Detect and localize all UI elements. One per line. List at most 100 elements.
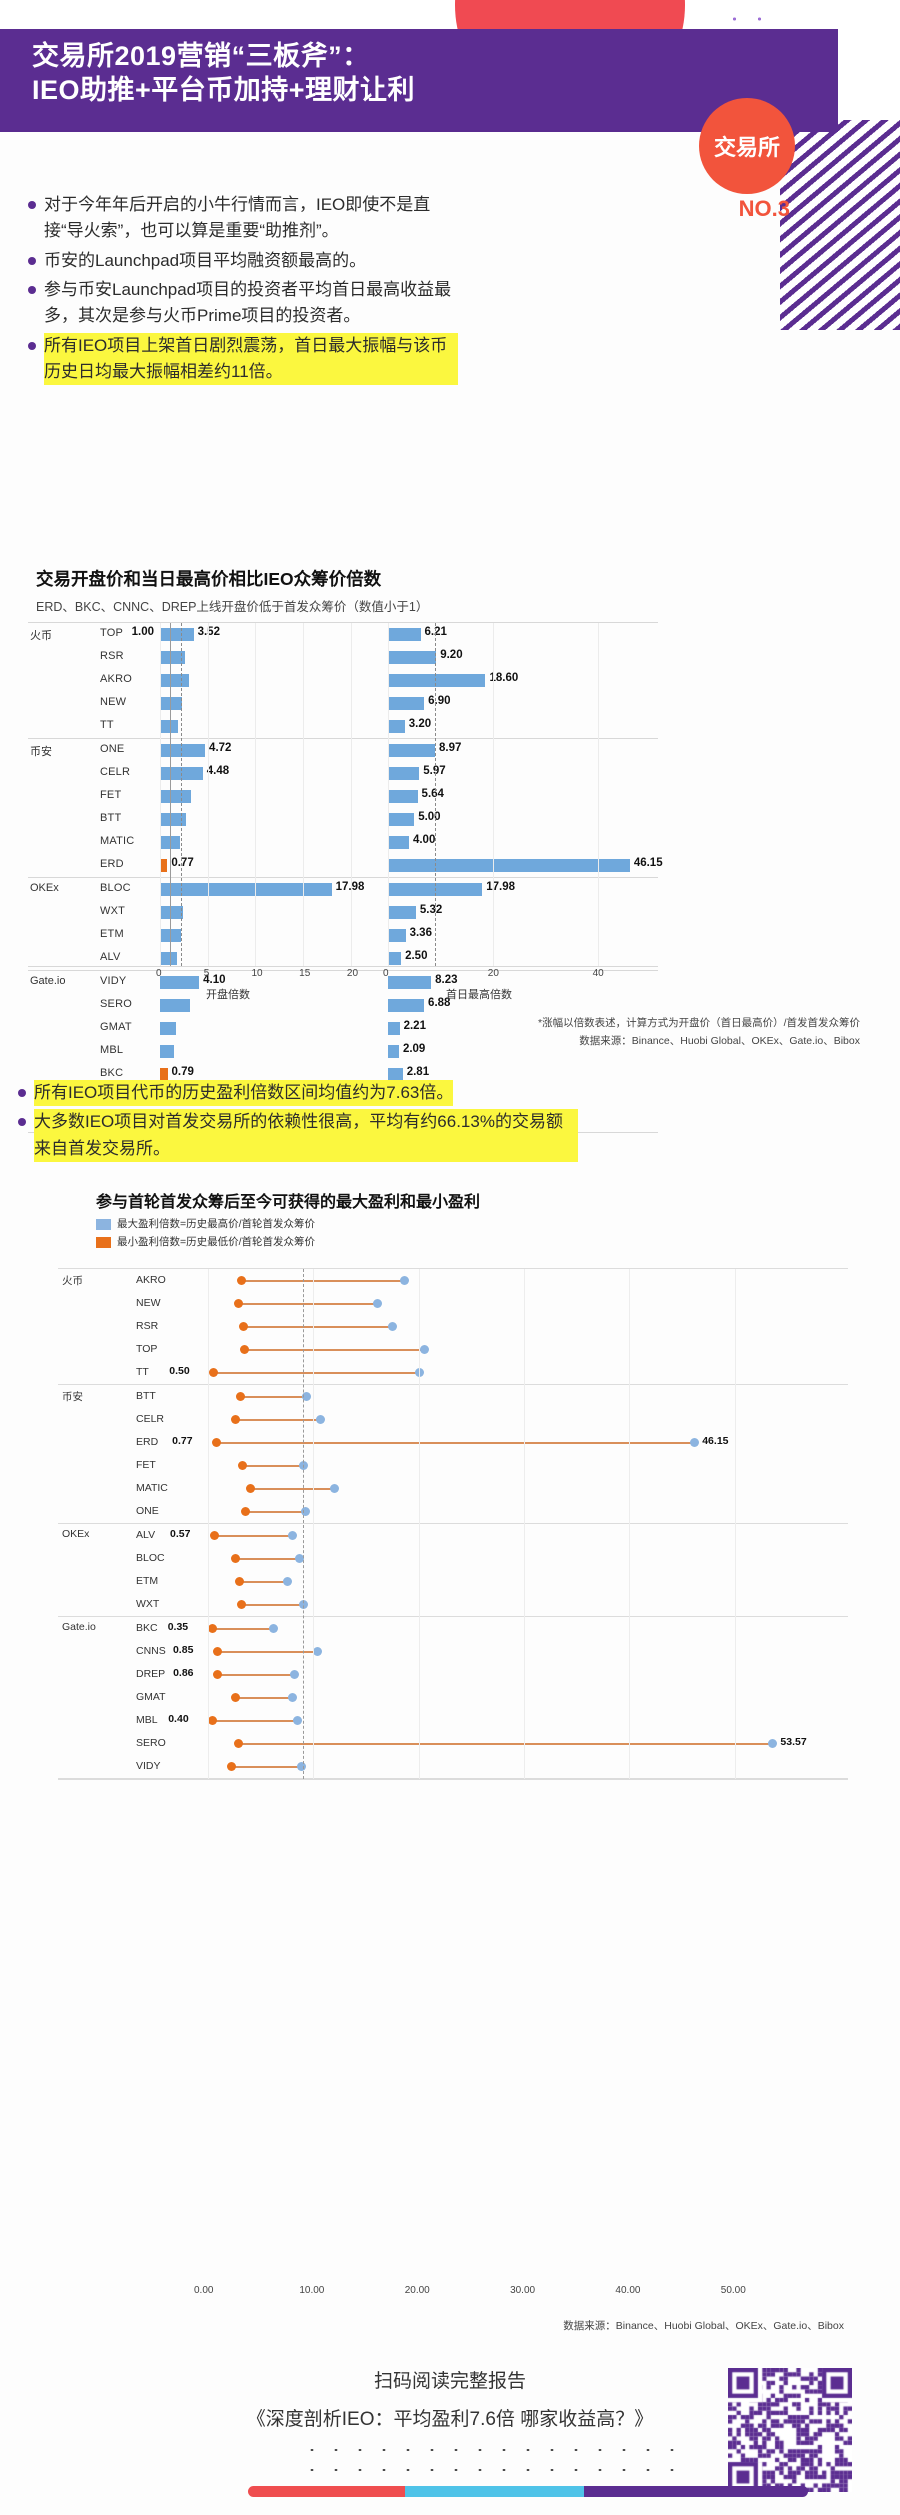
chart2-max-dot xyxy=(330,1484,340,1493)
chart1-high-panel: 2.21 xyxy=(388,1017,658,1040)
chart2-min-dot xyxy=(231,1554,241,1563)
chart2-max-dot xyxy=(301,1392,311,1401)
chart2-min-dot xyxy=(246,1484,256,1493)
chart2-row: FET xyxy=(58,1454,848,1477)
chart1-open-bar xyxy=(160,744,206,757)
chart2-range-line xyxy=(217,1674,295,1676)
chart1-high-value: 46.15 xyxy=(633,857,663,869)
chart1-row: WXT 5.32 xyxy=(28,901,658,924)
chart2-min-value: 0.57 xyxy=(170,1528,191,1540)
chart2-min-dot xyxy=(210,1531,219,1540)
chart1-symbol-label: MATIC xyxy=(100,835,135,847)
chart2-range-line xyxy=(250,1488,335,1490)
chart1-symbol-label: ERD xyxy=(100,858,124,870)
bullet-item: 参与币安Launchpad项目的投资者平均首日最高收益最多，其次是参与火币Pri… xyxy=(28,277,458,330)
chart2-min-dot xyxy=(227,1762,237,1771)
chart1-open-bar xyxy=(160,697,182,710)
chart2-row: ETM xyxy=(58,1570,848,1593)
chart2-range-line xyxy=(235,1697,293,1699)
chart2-symbol-label: BKC xyxy=(136,1622,158,1634)
chart1-high-value: 8.23 xyxy=(435,974,458,986)
chart2-max-dot xyxy=(419,1345,429,1354)
chart1-xtick-left: 5 xyxy=(203,968,210,979)
chart1-high-value: 2.81 xyxy=(406,1066,430,1078)
chart2-exchange-label: OKEx xyxy=(62,1528,90,1540)
chart1-row: NEW 6.90 xyxy=(28,692,658,715)
chart1-open-value: 4.10 xyxy=(203,974,226,986)
chart1-symbol-label: CELR xyxy=(100,766,131,778)
chart1-high-bar xyxy=(388,859,630,872)
chart1-symbol-label: NEW xyxy=(100,696,127,708)
chart1-open-value: 4.72 xyxy=(209,742,232,754)
chart1-open-panel xyxy=(160,808,380,831)
chart2-min-dot xyxy=(240,1507,250,1516)
chart2-max-dot xyxy=(388,1322,398,1331)
chart1-gridline xyxy=(255,623,257,966)
chart1-high-panel: 3.36 xyxy=(388,924,658,947)
chart2-row: MBL 0.40 xyxy=(58,1709,848,1732)
chart1-xtick-left: 15 xyxy=(299,968,311,979)
chart1-high-panel: 6.21 xyxy=(388,623,658,646)
chart2-min-dot xyxy=(238,1322,248,1331)
chart1-exchange-group: OKEx BLOC 17.98 17.98 WXT 5.32 ETM 3.36 ALV 2.50 xyxy=(28,878,658,971)
chart2-reference-line xyxy=(302,1269,304,1779)
chart1-baseline xyxy=(169,623,171,966)
chart1-open-panel xyxy=(160,1040,380,1063)
chart2-symbol-label: RSR xyxy=(136,1320,159,1332)
chart1-high-bar xyxy=(388,976,432,989)
bullet-text: 对于今年年后开启的小牛行情而言，IEO即使不是直接“导火索”，也可以算是重要“助… xyxy=(44,195,431,241)
chart2-min-dot xyxy=(235,1392,245,1401)
chart1-subtitle: ERD、BKC、CNNC、DREP上线开盘价低于首发众筹价（数值小于1） xyxy=(36,600,429,614)
bullet-item: 币安的Launchpad项目平均融资额最高的。 xyxy=(28,248,458,274)
chart1-symbol-label: BLOC xyxy=(100,882,131,894)
page-title-line1: 交易所2019营销“三板斧”： xyxy=(32,41,370,71)
chart1-open-bar xyxy=(160,651,185,664)
chart1-xlabel-right: 首日最高倍数 xyxy=(446,989,512,1001)
chart1-symbol-label: RSR xyxy=(100,650,124,662)
chart1-high-value: 17.98 xyxy=(486,881,515,893)
chart1-open-panel xyxy=(160,947,380,970)
chart1-high-panel: 46.15 xyxy=(388,854,663,877)
qr-code[interactable] xyxy=(728,2368,852,2492)
chart2-max-dot xyxy=(690,1438,700,1447)
chart2-max-dot xyxy=(768,1739,778,1748)
chart2-exchange-group: 火币 AKRO NEW RSR TOP TT 0.50 xyxy=(58,1269,848,1385)
chart1-open-panel xyxy=(160,715,380,738)
page-title-line2: IEO助推+平台币加持+理财让利 xyxy=(32,75,416,106)
chart2-title: 参与首轮首发众筹后至今可获得的最大盈利和最小盈利 xyxy=(96,1194,481,1211)
chart2-row-plot: 0.57 xyxy=(170,1524,848,1547)
chart2-max-dot xyxy=(296,1762,306,1771)
chart1-symbol-label: GMAT xyxy=(100,1021,132,1033)
chart1-exchange-label: Gate.io xyxy=(30,975,66,987)
chart1-row: TOP 1.00 3.52 6.21 xyxy=(28,623,658,646)
chart1-open-panel xyxy=(160,1017,380,1040)
chart2-footnote: 数据来源：Binance、Huobi Global、OKEx、Gate.io、B… xyxy=(563,2320,844,2332)
chart1-xtick-right: 20 xyxy=(487,968,499,979)
chart1-plot: 火币 TOP 1.00 3.52 6.21 RSR 9.20 AKRO 18.60 NEW 6.90… xyxy=(28,622,663,1133)
chart2-range-line xyxy=(243,1349,424,1351)
chart1-symbol-label: VIDY xyxy=(100,975,127,987)
chart1-gridline xyxy=(388,623,389,966)
chart1-high-value: 9.20 xyxy=(440,649,463,661)
chart1-open-panel: 0.79 xyxy=(160,1063,380,1086)
chart2-min-dot xyxy=(236,1276,246,1285)
chart2-row: GMAT xyxy=(58,1686,848,1709)
chart1-xtick-left: 0 xyxy=(156,968,162,979)
bullet-item: 对于今年年后开启的小牛行情而言，IEO即使不是直接“导火索”，也可以算是重要“助… xyxy=(28,192,458,245)
chart1-open-bar xyxy=(160,1022,177,1035)
chart2-min-dot xyxy=(233,1299,243,1308)
chart1-high-panel: 5.64 xyxy=(388,785,658,808)
chart2-legend-label: 最大盈利倍数=历史最高价/首轮首发众筹价 xyxy=(117,1218,316,1230)
chart2-max-dot xyxy=(269,1624,279,1633)
chart1-row: SERO 6.88 xyxy=(28,994,658,1017)
chart2-legend-swatch xyxy=(96,1236,111,1248)
chart2-row-plot: 0.77 46.15 xyxy=(172,1431,848,1454)
chart2-symbol-label: BLOC xyxy=(136,1552,165,1564)
chart1-open-bar xyxy=(160,1045,174,1058)
chart2-min-dot xyxy=(208,1716,218,1725)
chart1-high-value: 2.50 xyxy=(405,950,428,962)
chart1-high-value: 6.88 xyxy=(428,997,451,1009)
chart2-max-dot xyxy=(315,1415,325,1424)
chart1-high-bar xyxy=(388,790,418,803)
chart2-min-dot xyxy=(212,1438,222,1447)
